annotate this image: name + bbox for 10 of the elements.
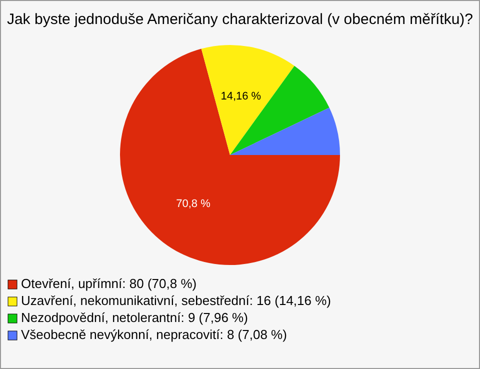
- pie-slice: [230, 108, 340, 155]
- legend-label: Uzavření, nekomunikativní, sebestřední: 16 (14,16 %): [21, 293, 331, 308]
- legend-label: Otevření, upřímní: 80 (70,8 %): [21, 276, 197, 291]
- pie-slice: [120, 48, 340, 265]
- legend-label: Nezodpovědní, netolerantní: 9 (7,96 %): [21, 310, 248, 325]
- pie-slice: [201, 45, 294, 155]
- chart-title: Jak byste jednoduše Američany charakterizoval (v obecném měřítku)?: [6, 11, 474, 28]
- data-label: 14,16 %: [220, 90, 262, 102]
- legend-label: Všeobecně nevýkonní, nepracovití: 8 (7,08 %): [21, 327, 287, 342]
- data-label: 70,8 %: [176, 198, 211, 210]
